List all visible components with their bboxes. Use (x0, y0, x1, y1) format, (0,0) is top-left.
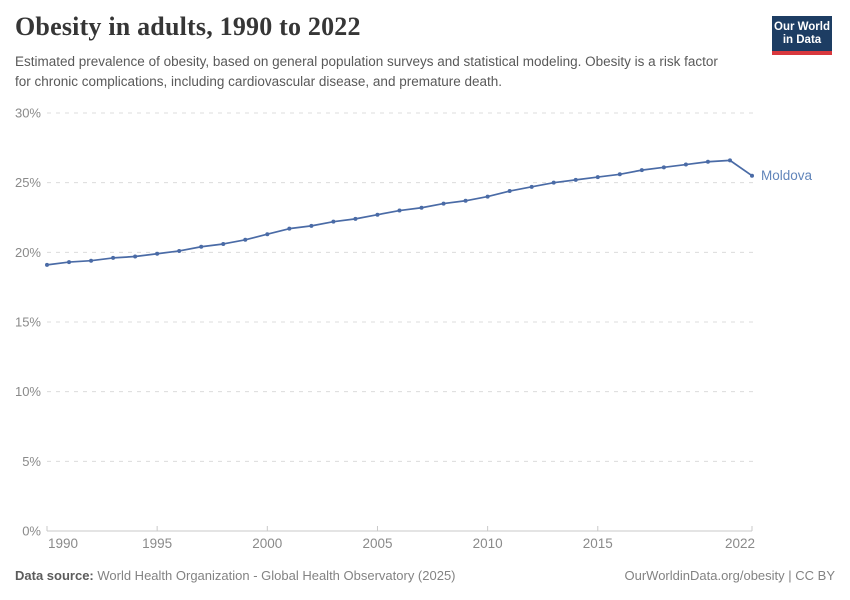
entity-label: Moldova (761, 168, 813, 183)
data-point (309, 223, 314, 228)
data-point (529, 184, 534, 189)
x-axis-tick-label: 2005 (362, 536, 392, 551)
data-point (375, 212, 380, 217)
data-point (639, 168, 644, 173)
data-point (705, 159, 710, 164)
y-axis-tick-label: 10% (15, 384, 41, 399)
data-point (177, 248, 182, 253)
x-axis-tick-label: 2015 (583, 536, 613, 551)
data-point (133, 254, 138, 259)
owid-logo-line1: Our World (774, 21, 831, 33)
data-point (661, 165, 666, 170)
y-axis-tick-label: 0% (22, 524, 41, 539)
series-line-moldova (46, 159, 753, 266)
data-point (727, 158, 732, 163)
owid-logo-box: Our World in Data (772, 16, 832, 51)
data-point (485, 194, 490, 199)
data-point (265, 232, 270, 237)
data-point (617, 172, 622, 177)
y-axis-tick-label: 15% (15, 315, 41, 330)
data-point (287, 226, 292, 231)
owid-logo-line2: in Data (782, 34, 822, 46)
x-axis-tick-label: 2022 (725, 536, 755, 551)
data-point (551, 180, 556, 185)
data-point (463, 198, 468, 203)
chart-subtitle: Estimated prevalence of obesity, based o… (15, 54, 718, 89)
x-axis-tick-label: 2000 (252, 536, 282, 551)
owid-logo-accent-bar (772, 51, 832, 55)
data-source-label: Data source: (15, 568, 94, 583)
footer-credit: OurWorldinData.org/obesity | CC BY (624, 568, 836, 583)
x-axis-tick-label: 1995 (142, 536, 172, 551)
data-point (441, 201, 446, 206)
chart-title: Obesity in adults, 1990 to 2022 (15, 12, 361, 41)
data-point (45, 262, 49, 267)
data-point (397, 208, 402, 213)
data-point (419, 205, 424, 210)
y-axis-tick-label: 25% (15, 175, 41, 190)
data-point (331, 219, 336, 224)
data-point (111, 255, 116, 260)
owid-logo: Our World in Data (772, 16, 832, 55)
x-axis-tick-label: 2010 (473, 536, 503, 551)
data-point (750, 173, 754, 178)
y-axis-tick-label: 5% (22, 454, 41, 469)
data-point (683, 162, 688, 167)
data-point (353, 216, 358, 221)
y-axis-tick-label: 30% (15, 106, 41, 121)
chart-footer: Data source: World Health Organization -… (15, 568, 835, 583)
x-axis-tick-label: 1990 (48, 536, 78, 551)
y-axis-tick-label: 20% (15, 245, 41, 260)
data-point (595, 175, 600, 180)
data-point (155, 251, 160, 256)
data-point (507, 189, 512, 194)
data-point (221, 241, 226, 246)
data-point (243, 237, 248, 242)
data-point (573, 177, 578, 182)
data-source: Data source: World Health Organization -… (15, 568, 456, 583)
data-point (199, 244, 204, 249)
data-point (67, 260, 72, 265)
data-point (89, 258, 94, 263)
data-source-text: World Health Organization - Global Healt… (93, 568, 456, 583)
